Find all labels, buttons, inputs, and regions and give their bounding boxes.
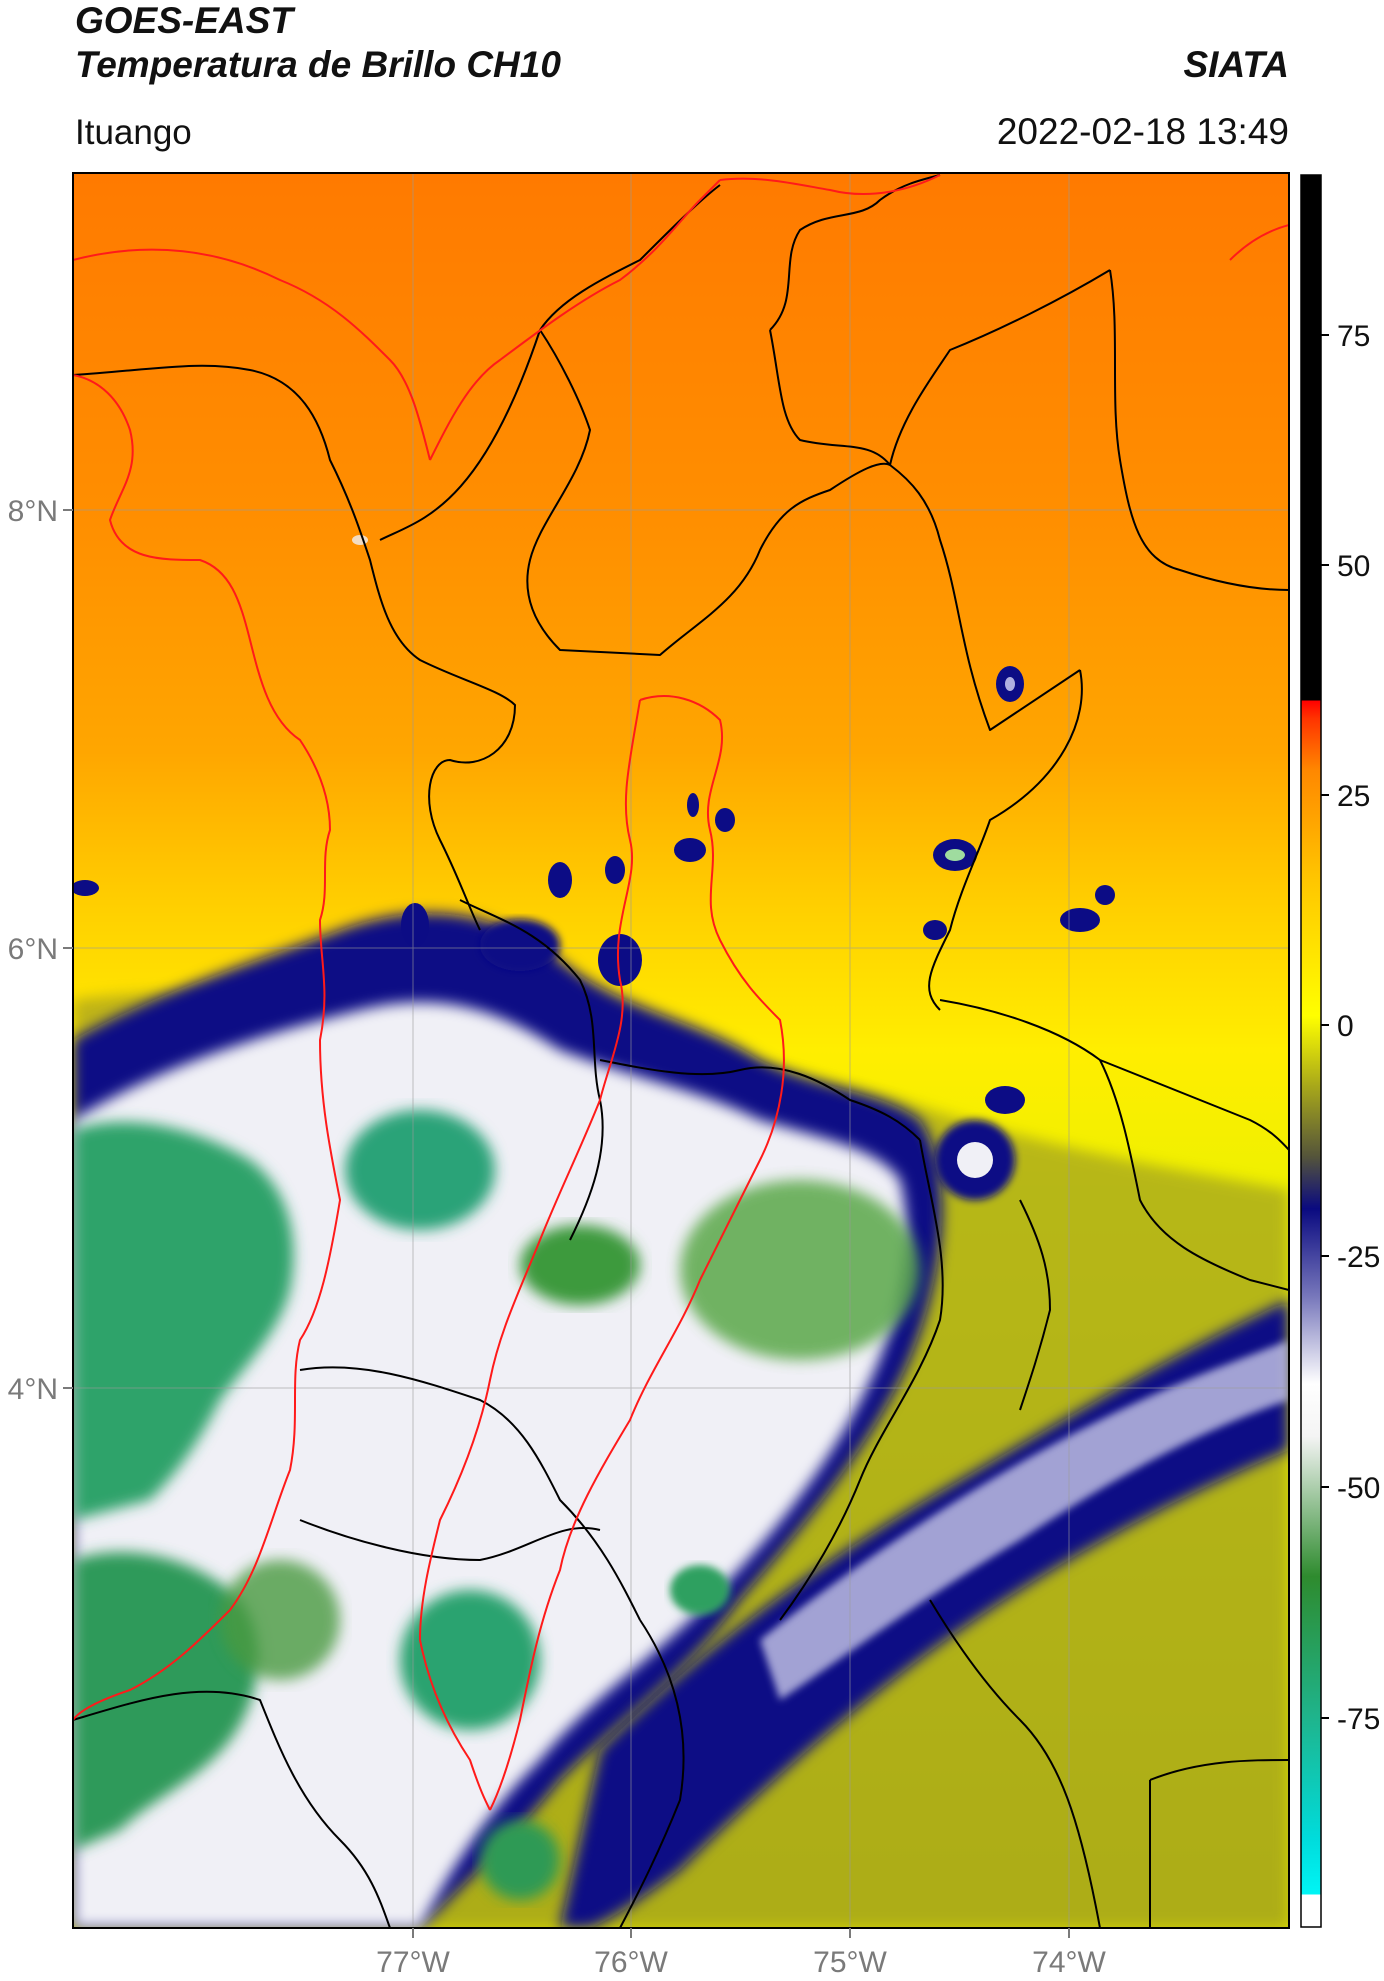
colorbar-tick-minus75: -75 bbox=[1337, 1703, 1380, 1736]
colorbar-tick-minus50: -50 bbox=[1337, 1472, 1380, 1505]
lon-label-75w: 75°W bbox=[813, 1946, 887, 1979]
lat-label-6n: 6°N bbox=[8, 933, 58, 966]
colorbar-tick-25: 25 bbox=[1337, 780, 1370, 813]
satellite-title: GOES-EAST bbox=[75, 0, 293, 41]
colorbar-tick-75: 75 bbox=[1337, 320, 1370, 353]
lat-label-4n: 4°N bbox=[8, 1373, 58, 1406]
department-borders bbox=[73, 174, 1289, 1928]
datetime-label: 2022-02-18 13:49 bbox=[996, 111, 1289, 152]
lon-label-77w: 77°W bbox=[376, 1946, 450, 1979]
colorbar: 75 50 25 0 -25 -50 -75 bbox=[1300, 174, 1380, 1928]
lat-label-8n: 8°N bbox=[8, 495, 58, 528]
map-frame bbox=[72, 172, 1290, 1929]
colorbar-tick-0: 0 bbox=[1337, 1010, 1354, 1043]
organization-label: SIATA bbox=[1183, 44, 1289, 85]
lon-label-76w: 76°W bbox=[594, 1946, 668, 1979]
lon-label-74w: 74°W bbox=[1032, 1946, 1106, 1979]
location-label: Ituango bbox=[75, 113, 192, 152]
international-borders bbox=[73, 174, 1289, 1811]
product-title: Temperatura de Brillo CH10 bbox=[75, 44, 561, 85]
colorbar-tick-50: 50 bbox=[1337, 550, 1370, 583]
colorbar-tick-minus25: -25 bbox=[1337, 1241, 1380, 1274]
graticule bbox=[73, 173, 1289, 1928]
brightness-temperature-field bbox=[73, 173, 1289, 1928]
